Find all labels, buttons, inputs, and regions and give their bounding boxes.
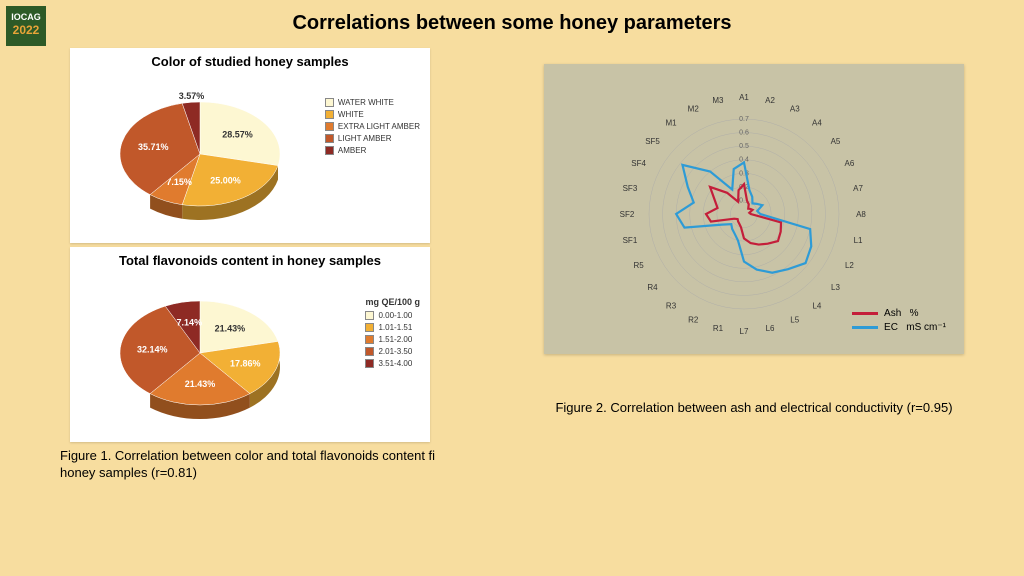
page-title: Correlations between some honey paramete… [0, 12, 1024, 35]
pie2-chart: 21.43% 17.86% 21.43% 32.14% 7.14% [90, 275, 310, 435]
svg-text:L2: L2 [845, 261, 854, 270]
svg-text:21.43%: 21.43% [215, 324, 246, 334]
pie1-legend: WATER WHITEWHITEEXTRA LIGHT AMBERLIGHT A… [325, 98, 420, 158]
svg-text:M2: M2 [688, 105, 700, 114]
svg-text:R1: R1 [713, 324, 724, 333]
svg-text:A2: A2 [765, 96, 775, 105]
svg-text:R4: R4 [647, 283, 658, 292]
pie2-legend-head: mg QE/100 g [365, 297, 420, 307]
svg-text:A3: A3 [790, 105, 800, 114]
svg-text:M1: M1 [665, 119, 677, 128]
pie1-panel: Color of studied honey samples 28.57% 25.… [70, 48, 430, 243]
svg-text:L5: L5 [790, 315, 799, 324]
svg-text:0.7: 0.7 [739, 116, 749, 123]
svg-text:3.57%: 3.57% [179, 91, 205, 101]
svg-text:L1: L1 [854, 236, 863, 245]
svg-text:A4: A4 [812, 119, 822, 128]
pie1-title: Color of studied honey samples [70, 54, 430, 69]
pie1-chart: 28.57% 25.00% 7.15% 35.71% 3.57% [90, 76, 310, 236]
svg-text:28.57%: 28.57% [222, 130, 253, 140]
svg-text:R3: R3 [666, 301, 677, 310]
radar-panel: 0.10.20.30.40.50.60.7A1A2A3A4A5A6A7A8L1L… [544, 64, 964, 354]
svg-text:SF4: SF4 [631, 159, 646, 168]
svg-text:L4: L4 [812, 301, 821, 310]
svg-text:R5: R5 [633, 261, 644, 270]
pie2-title: Total flavonoids content in honey sample… [70, 253, 430, 268]
svg-text:7.15%: 7.15% [166, 177, 192, 187]
svg-text:21.43%: 21.43% [185, 379, 216, 389]
svg-text:0.6: 0.6 [739, 130, 749, 137]
svg-text:A8: A8 [856, 210, 866, 219]
svg-text:L3: L3 [831, 283, 840, 292]
svg-text:0.5: 0.5 [739, 143, 749, 150]
radar-legend-ash: Ash % [852, 308, 946, 319]
svg-text:R2: R2 [688, 315, 699, 324]
svg-text:SF1: SF1 [623, 236, 638, 245]
svg-text:A6: A6 [845, 159, 855, 168]
svg-text:32.14%: 32.14% [137, 344, 168, 354]
svg-text:SF3: SF3 [623, 184, 638, 193]
svg-text:SF2: SF2 [620, 210, 635, 219]
figure1-caption: Figure 1. Correlation between color and … [60, 448, 440, 482]
radar-legend-ec: EC mS cm⁻¹ [852, 322, 946, 333]
svg-text:A1: A1 [739, 93, 749, 102]
svg-text:L7: L7 [740, 327, 749, 336]
left-column: Color of studied honey samples 28.57% 25.… [70, 48, 430, 446]
svg-text:7.14%: 7.14% [177, 318, 203, 328]
svg-text:35.71%: 35.71% [138, 142, 169, 152]
svg-text:A5: A5 [831, 137, 841, 146]
svg-text:25.00%: 25.00% [210, 175, 241, 185]
svg-text:17.86%: 17.86% [230, 358, 261, 368]
pie2-panel: Total flavonoids content in honey sample… [70, 247, 430, 442]
figure2-caption: Figure 2. Correlation between ash and el… [544, 400, 964, 417]
svg-text:A7: A7 [853, 184, 863, 193]
svg-text:L6: L6 [766, 324, 775, 333]
pie2-legend: mg QE/100 g 0.00-1.001.01-1.511.51-2.002… [365, 297, 420, 371]
svg-text:M3: M3 [712, 96, 724, 105]
radar-legend: Ash % EC mS cm⁻¹ [852, 308, 946, 336]
svg-text:SF5: SF5 [645, 137, 660, 146]
